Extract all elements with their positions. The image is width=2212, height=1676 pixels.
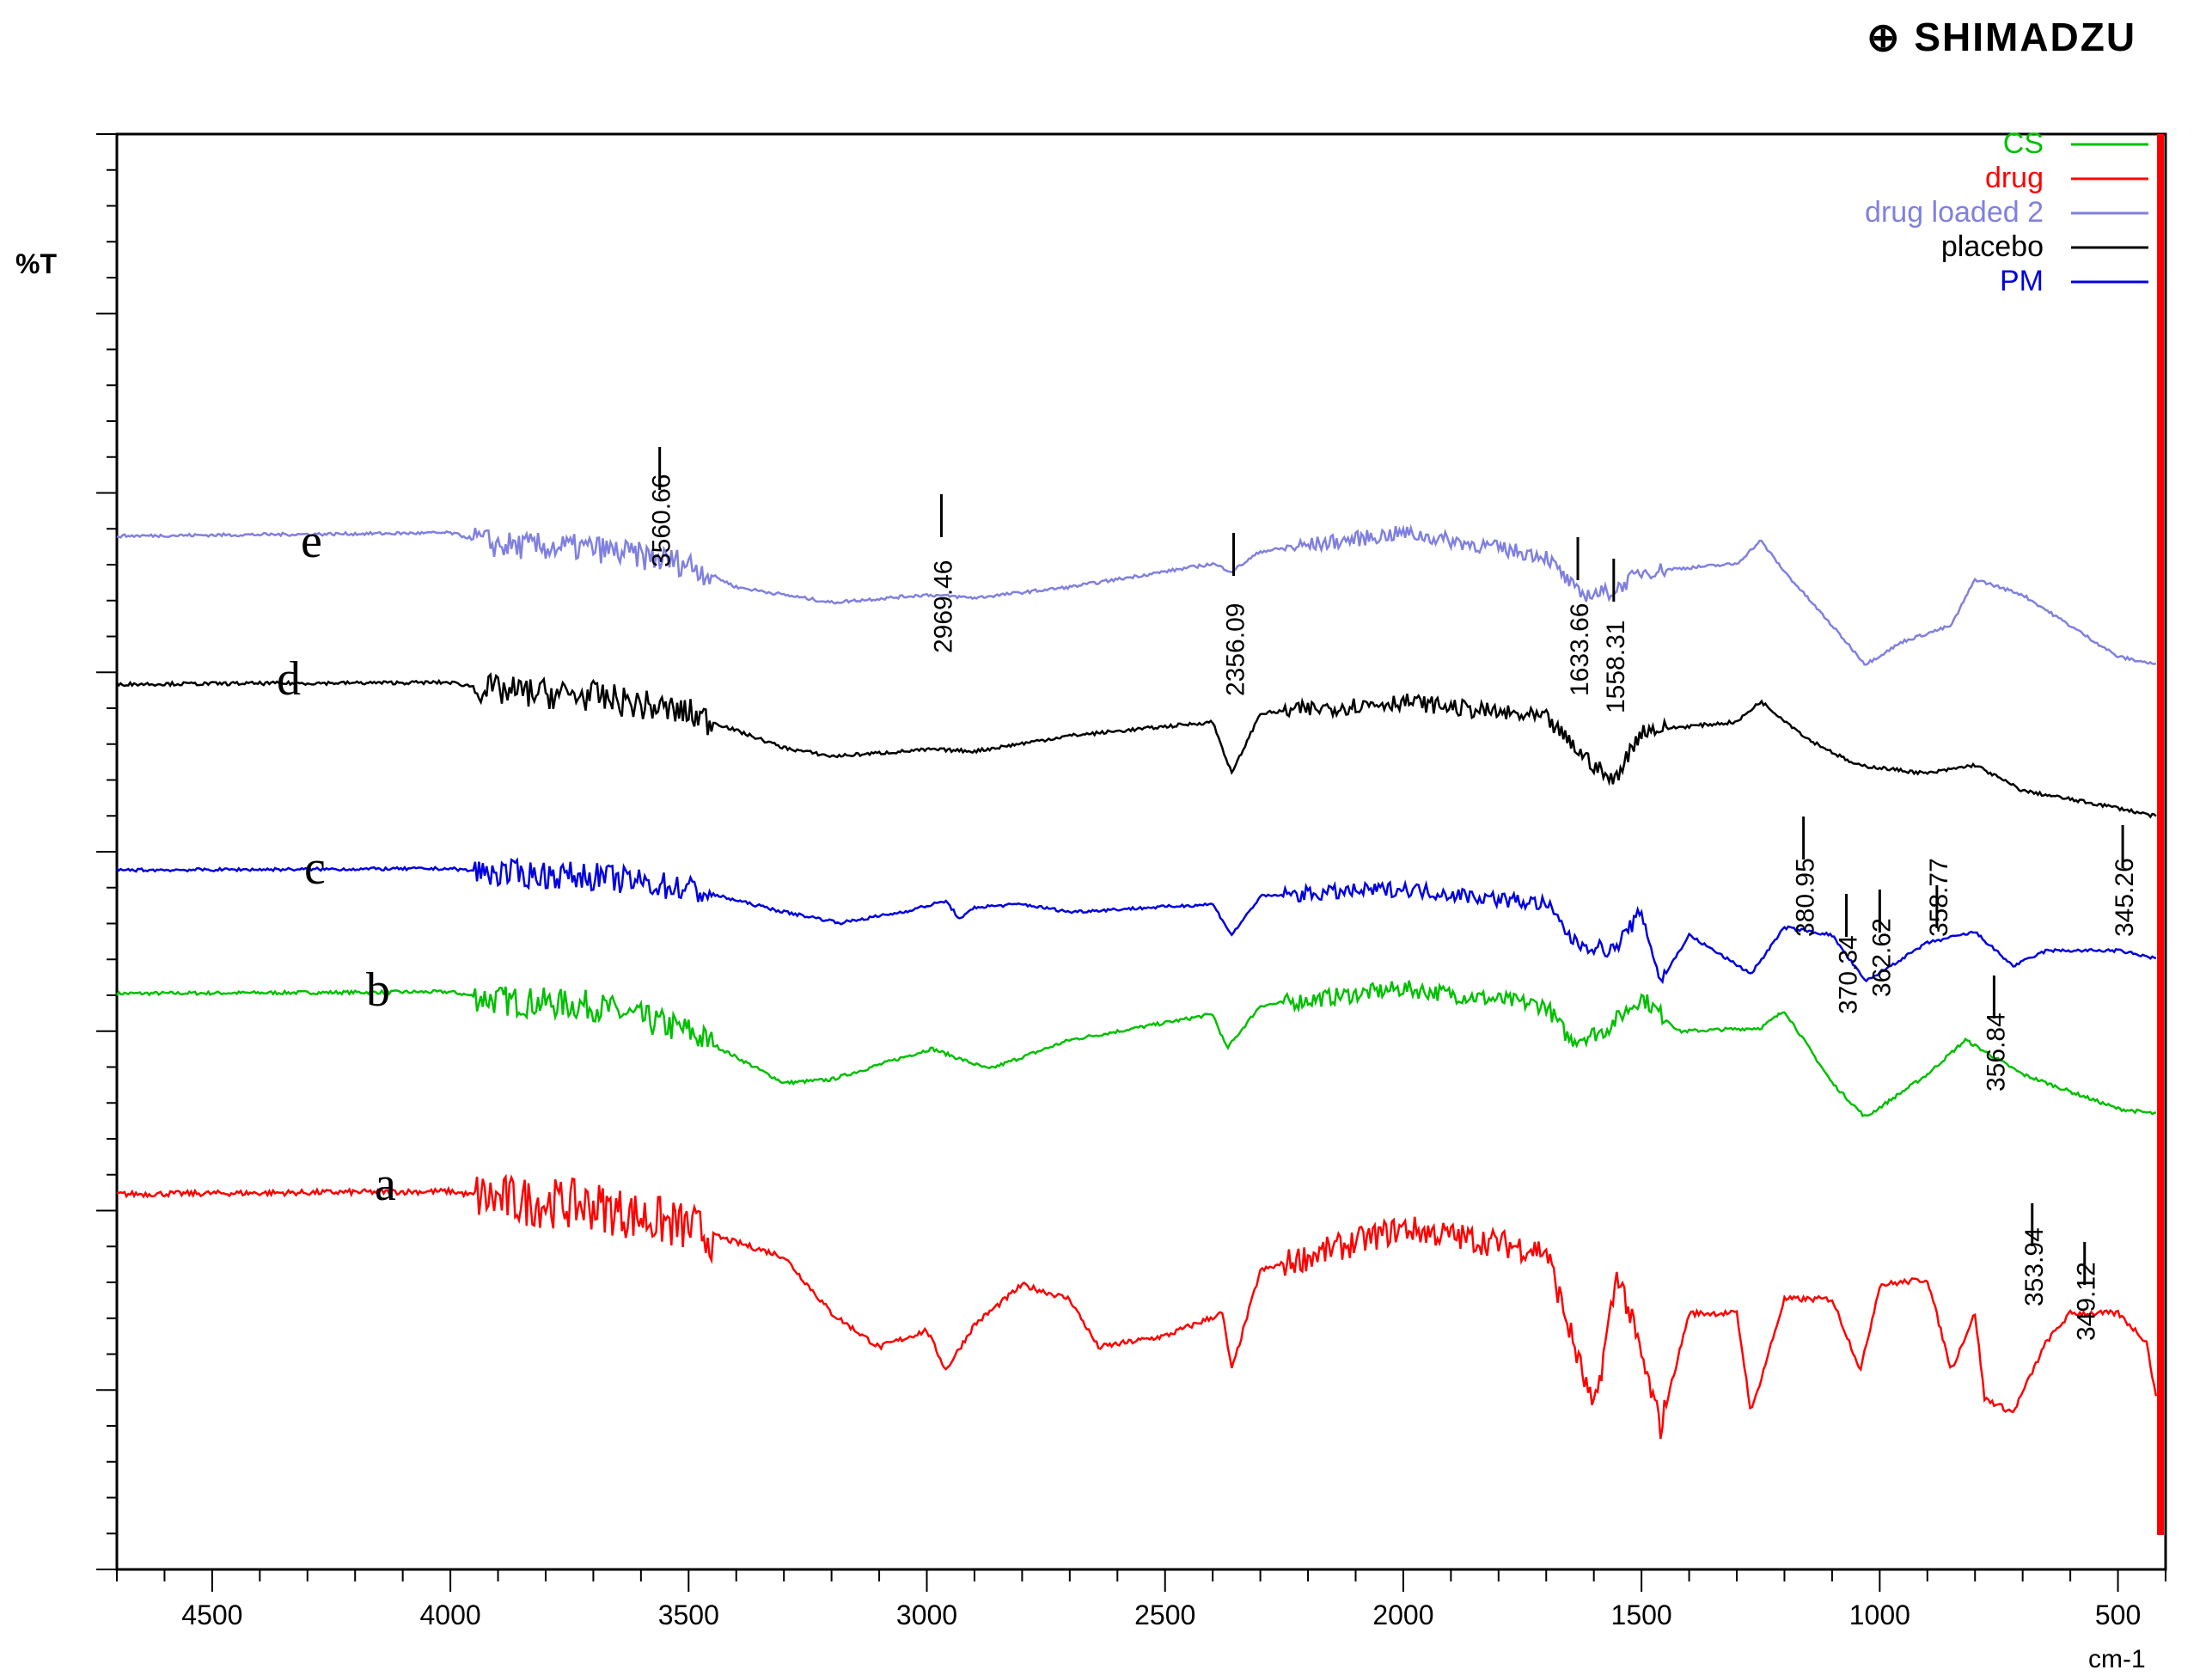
drug-trace-edge [2157,134,2164,1535]
legend-label: drug [1985,162,2044,194]
trace-label-c: c [304,841,326,895]
x-tick-label: 1000 [1849,1600,1910,1630]
x-tick-label: 3500 [658,1600,719,1630]
peak-label: 362.62 [1867,918,1896,997]
peak-label: 3560.66 [648,474,676,567]
shimadzu-logo-icon: ⊕ [1867,15,1902,59]
peak-label: 356.84 [1982,1012,2010,1092]
shimadzu-logo: ⊕ SHIMADZU [1867,14,2136,60]
peak-label: 349.12 [2073,1262,2101,1341]
trace-label-b: b [366,963,390,1017]
x-tick-label: 2500 [1134,1600,1195,1630]
x-tick-label: 4000 [419,1600,480,1630]
series-line-placebo [115,672,2157,819]
legend-label: PM [2000,265,2044,297]
peak-annotations: 3560.66 2969.46 2356.09 1633.66 1558.31 380.9… [648,447,2139,1341]
trace-label-a: a [375,1158,396,1211]
legend-label: CS [2003,127,2044,160]
peak-label: 345.26 [2111,858,2139,937]
axes: 4500 4000 3500 3000 2500 2000 1500 1000 500 [96,132,2167,1630]
peak-label: 1633.66 [1566,603,1594,696]
x-tick-label: 500 [2095,1600,2141,1630]
legend-label: drug loaded 2 [1865,196,2044,229]
peak-label: 2356.09 [1222,603,1250,696]
x-tick-label: 4500 [181,1600,242,1630]
series-layer: b a e d c [115,134,2164,1535]
x-tick-label: 3000 [896,1600,957,1630]
peak-label: 2969.46 [929,560,957,653]
y-axis-label: %T [15,248,57,279]
peak-label: 380.95 [1792,858,1820,937]
brand-name: SHIMADZU [1914,15,2137,59]
series-line-PM [116,857,2157,985]
peak-label: 1558.31 [1602,621,1630,713]
x-tick-label: 2000 [1372,1600,1433,1630]
peak-label: 353.94 [2020,1227,2049,1306]
x-tick-label: 1500 [1611,1600,1672,1630]
plot-frame [115,132,2167,1571]
series-line-drug-loaded-2 [116,523,2157,666]
series-line-CS [115,980,2157,1118]
series-line-drug [116,1173,2158,1440]
trace-label-e: e [301,515,322,568]
peak-label: 358.77 [1925,858,1953,937]
peak-label: 370.34 [1835,935,1863,1014]
legend-label: placebo [1941,230,2044,263]
x-axis-label: cm-1 [2088,1645,2146,1673]
trace-label-d: d [277,652,301,706]
